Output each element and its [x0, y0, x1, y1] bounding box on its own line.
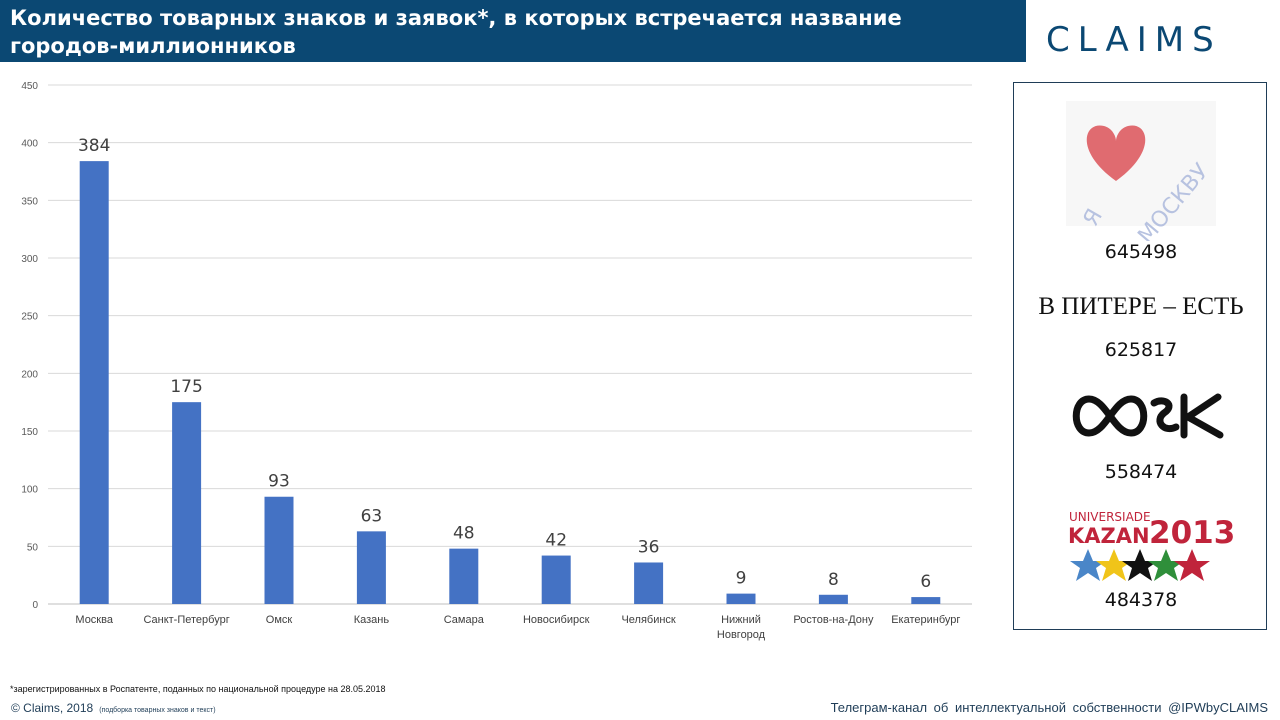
copyright-note: (подборка товарных знаков и текст): [99, 707, 216, 714]
trademark-number: 558474: [1104, 461, 1178, 483]
data-label: 42: [545, 531, 567, 551]
data-label: 175: [170, 377, 202, 397]
claims-logo: CLAIMS: [1046, 20, 1222, 60]
year-text: 2013: [1149, 515, 1235, 551]
copyright-text: © Claims, 2018: [11, 701, 94, 715]
bar: [541, 555, 571, 604]
y-tick-label: 100: [21, 485, 38, 496]
universiade-stars: [1070, 549, 1210, 581]
x-tick-label: Самара: [444, 614, 485, 626]
y-tick-label: 250: [21, 312, 38, 323]
bar: [172, 402, 202, 604]
x-tick-label: Новгород: [717, 629, 766, 641]
omsk-logo: [1072, 393, 1224, 439]
bar: [911, 597, 941, 604]
y-tick-label: 50: [27, 542, 39, 553]
bar: [726, 593, 756, 604]
x-tick-label: Санкт-Петербург: [143, 614, 229, 626]
x-tick-label: Омск: [266, 614, 293, 626]
data-label: 9: [736, 569, 747, 589]
page-title: Количество товарных знаков и заявок*, в …: [10, 6, 902, 58]
y-tick-label: 350: [21, 196, 38, 207]
heart-icon: [1086, 125, 1146, 181]
bar: [79, 161, 109, 604]
bar: [818, 594, 848, 604]
data-label: 63: [361, 506, 383, 526]
data-label: 36: [638, 537, 660, 557]
trademark-number: 625817: [1104, 339, 1178, 361]
moscow-heart-logo: Я МОСКВУ: [1066, 101, 1216, 241]
trademark-number: 484378: [1104, 589, 1178, 611]
y-tick-label: 300: [21, 254, 38, 265]
bar: [264, 496, 294, 604]
copyright: © Claims, 2018 (подборка товарных знаков …: [11, 701, 216, 715]
telegram-channel: Телеграм-канал об интеллектуальной собст…: [830, 700, 1268, 715]
data-label: 6: [920, 572, 931, 592]
data-label: 93: [268, 472, 290, 492]
bar: [356, 531, 386, 604]
data-label: 8: [828, 570, 839, 590]
universiade-kazan-logo: UNIVERSIADE KAZAN 2013: [1068, 510, 1235, 581]
x-tick-label: Челябинск: [621, 614, 675, 626]
x-tick-label: Казань: [354, 614, 390, 626]
bar: [634, 562, 664, 604]
x-tick-label: Москва: [75, 614, 113, 626]
bar: [449, 548, 479, 604]
y-tick-label: 150: [21, 427, 38, 438]
y-tick-label: 200: [21, 369, 38, 380]
x-tick-label: Нижний: [721, 614, 761, 626]
data-label: 384: [78, 136, 110, 156]
x-tick-label: Ростов-на-Дону: [793, 614, 874, 626]
piter-wordmark: В ПИТЕРЕ – ЕСТЬ: [1038, 293, 1244, 320]
trademark-number: 645498: [1104, 241, 1178, 263]
x-tick-label: Новосибирск: [523, 614, 590, 626]
y-tick-label: 0: [32, 600, 38, 611]
trademarks-panel: Я МОСКВУ 645498 В ПИТЕРЕ – ЕСТЬ 625817 5…: [1013, 82, 1267, 630]
data-label: 48: [453, 524, 475, 544]
footnote: *зарегистрированных в Роспатенте, поданн…: [10, 684, 386, 694]
header-bar: Количество товарных знаков и заявок*, в …: [0, 0, 1026, 62]
universiade-text: UNIVERSIADE: [1069, 510, 1151, 524]
x-tick-label: Екатеринбург: [891, 614, 960, 626]
y-tick-label: 400: [21, 139, 38, 150]
bar-chart: 0 50 100 150 200 250 300 350 400 450 384 Москва 175 С…: [21, 81, 972, 641]
y-tick-label: 450: [21, 81, 38, 92]
kazan-text: KAZAN: [1068, 524, 1150, 548]
